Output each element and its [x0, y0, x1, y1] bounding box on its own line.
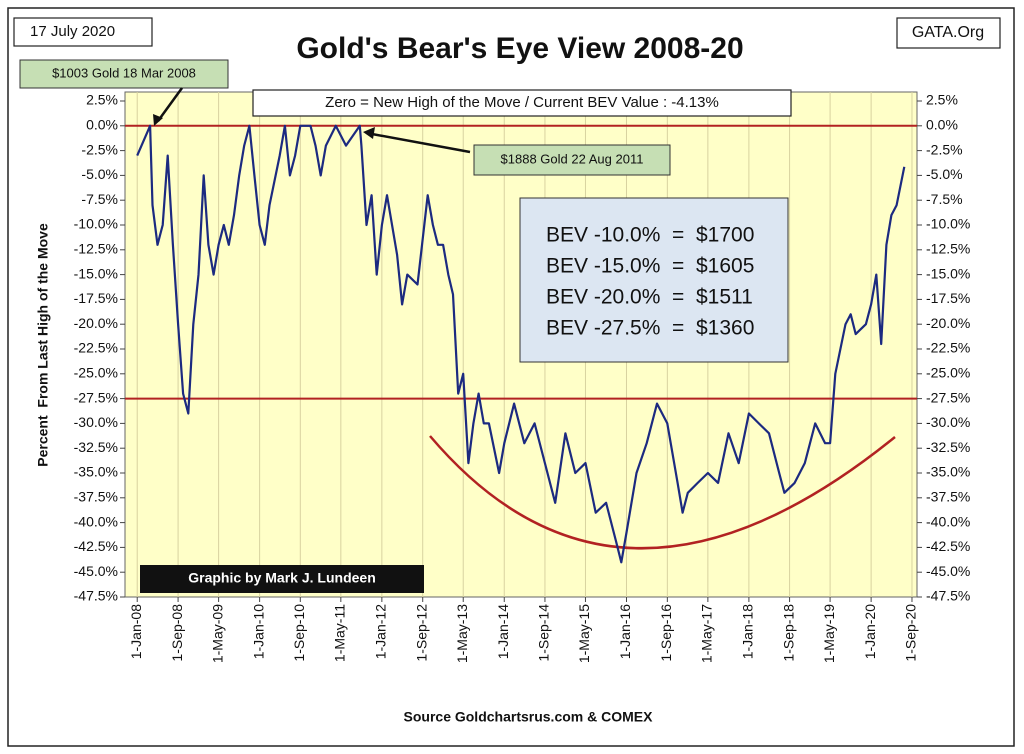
- y2-tick-label: -20.0%: [926, 315, 970, 331]
- y2-tick-label: -32.5%: [926, 439, 970, 455]
- credit-box: [140, 565, 424, 593]
- credit: Graphic by Mark J. Lundeen: [188, 570, 376, 586]
- x-tick-label: 1-Sep-18: [780, 604, 796, 662]
- x-tick-label: 1-Jan-12: [373, 604, 389, 659]
- grid: [136, 92, 913, 597]
- arrow: [371, 132, 471, 154]
- arrow: [156, 87, 184, 122]
- annotation-box: [252, 89, 792, 117]
- x-tick-label: 1-Jan-20: [862, 604, 878, 659]
- y2-tick-label: -25.0%: [926, 365, 970, 381]
- x-tick-label: 1-Jan-18: [740, 604, 756, 659]
- y2-tick-label: -10.0%: [926, 216, 970, 232]
- x-tick-label: 1-May-17: [699, 604, 715, 663]
- y-tick-label: -25.0%: [74, 365, 118, 381]
- annotation: $1888 Gold 22 Aug 2011: [501, 151, 644, 166]
- y-tick-label: -17.5%: [74, 290, 118, 306]
- y-tick-label: -22.5%: [74, 340, 118, 356]
- y2-tick-label: -42.5%: [926, 538, 970, 554]
- x-tick-label: 1-May-15: [576, 604, 592, 663]
- x-tick-label: 1-Sep-10: [291, 604, 307, 662]
- y2-tick-label: 2.5%: [926, 92, 958, 108]
- x-tick-label: 1-May-19: [821, 604, 837, 663]
- y2-tick-label: -2.5%: [926, 141, 963, 157]
- corner-box: [896, 17, 1001, 49]
- x-tick-label: 1-May-11: [332, 604, 348, 662]
- x-tick-label: 1-Jan-10: [250, 604, 266, 659]
- y-tick-label: -35.0%: [74, 464, 118, 480]
- x-tick-label: 1-Sep-16: [658, 604, 674, 662]
- y2-tick-label: -27.5%: [926, 389, 970, 405]
- y-tick-label: -20.0%: [74, 315, 118, 331]
- y2-tick-label: -17.5%: [926, 290, 970, 306]
- y-tick-label: -30.0%: [74, 414, 118, 430]
- y-tick-label: -47.5%: [74, 588, 118, 604]
- y2-tick-label: -7.5%: [926, 191, 963, 207]
- x-tick-label: 1-May-09: [209, 604, 225, 663]
- date-label: 17 July 2020: [30, 23, 115, 40]
- bev-row: BEV -15.0% = $1605: [546, 255, 754, 278]
- annotation-box: [19, 59, 229, 89]
- annotation: Zero = New High of the Move / Current BE…: [325, 94, 719, 111]
- y2-tick-label: -40.0%: [926, 513, 970, 529]
- x-tick-label: 1-Sep-12: [413, 604, 429, 662]
- y-axis-label: Percent From Last High of the Move: [35, 223, 51, 467]
- x-tick-label: 1-Jan-14: [495, 604, 511, 659]
- bev-box: [519, 197, 789, 363]
- y-tick-label: -37.5%: [74, 489, 118, 505]
- x-tick-label: 1-Sep-14: [536, 604, 552, 662]
- y2-tick-label: -45.0%: [926, 563, 970, 579]
- y-tick-label: -42.5%: [74, 538, 118, 554]
- y-tick-label: -27.5%: [74, 389, 118, 405]
- y2-tick-label: -35.0%: [926, 464, 970, 480]
- bev-row: BEV -10.0% = $1700: [546, 224, 754, 247]
- y-tick-label: -2.5%: [81, 141, 118, 157]
- ticks: 2.5% 2.5% 0.0% 0.0% -2.5% -2.5% -5.0% -5.0% -7.5…: [74, 92, 971, 663]
- y2-tick-label: -37.5%: [926, 489, 970, 505]
- x-tick-label: 1-Sep-08: [169, 604, 185, 662]
- y2-tick-label: -30.0%: [926, 414, 970, 430]
- date-box: [13, 17, 153, 47]
- series-line: [136, 124, 906, 564]
- bev-row: BEV -27.5% = $1360: [546, 317, 754, 340]
- x-tick-label: 1-May-13: [454, 604, 470, 663]
- y2-tick-label: -12.5%: [926, 241, 970, 257]
- y-tick-label: -12.5%: [74, 241, 118, 257]
- bev-row: BEV -20.0% = $1511: [546, 286, 753, 309]
- x-tick-label: 1-Jan-16: [617, 604, 633, 659]
- arrow-head: [363, 127, 375, 139]
- trend-curve: [429, 435, 896, 550]
- y2-tick-label: -22.5%: [926, 340, 970, 356]
- x-tick-label: 1-Sep-20: [903, 604, 919, 662]
- y-tick-label: -10.0%: [74, 216, 118, 232]
- y2-tick-label: -15.0%: [926, 265, 970, 281]
- reference-lines: [125, 124, 917, 400]
- y-tick-label: -15.0%: [74, 265, 118, 281]
- y-tick-label: -45.0%: [74, 563, 118, 579]
- series: [136, 124, 906, 564]
- y-tick-label: -7.5%: [81, 191, 118, 207]
- corner-label: GATA.Org: [912, 24, 984, 41]
- y2-tick-label: -47.5%: [926, 588, 970, 604]
- y2-tick-label: 0.0%: [926, 117, 958, 133]
- y-tick-label: -40.0%: [74, 513, 118, 529]
- y-tick-label: 2.5%: [86, 92, 118, 108]
- x-axis-label: Source Goldchartsrus.com & COMEX: [404, 709, 654, 725]
- y-tick-label: 0.0%: [86, 117, 118, 133]
- annotation: $1003 Gold 18 Mar 2008: [52, 65, 196, 80]
- x-tick-label: 1-Jan-08: [128, 604, 144, 659]
- y2-tick-label: -5.0%: [926, 166, 963, 182]
- y-tick-label: -32.5%: [74, 439, 118, 455]
- annotation-box: [473, 144, 671, 176]
- arrow-head: [153, 114, 163, 126]
- chart-title: Gold's Bear's Eye View 2008-20: [296, 32, 743, 65]
- y-tick-label: -5.0%: [81, 166, 118, 182]
